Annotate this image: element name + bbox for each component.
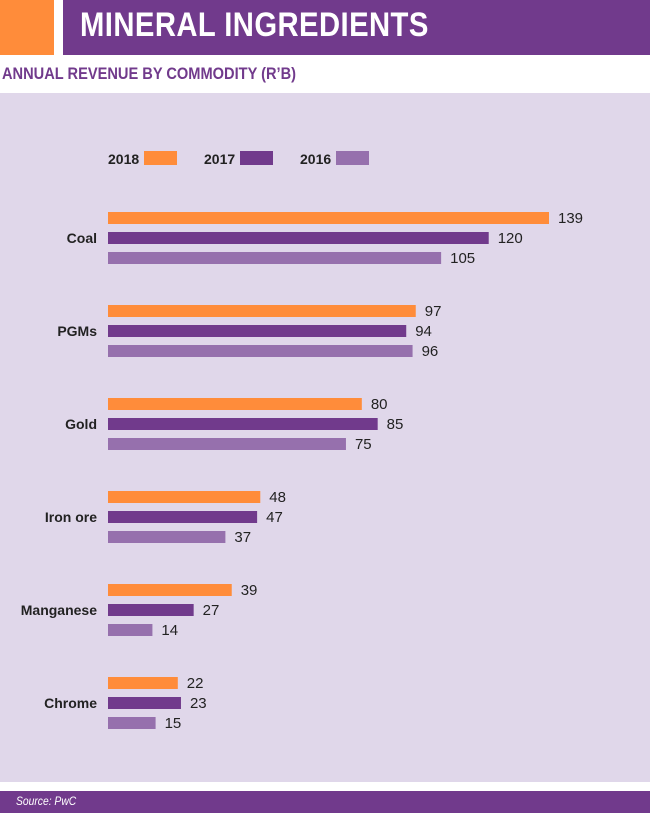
- bar-2017: [108, 418, 378, 430]
- bar-value-label: 97: [425, 303, 442, 320]
- bar-value-label: 14: [161, 622, 178, 639]
- legend-swatch-2016: [336, 151, 369, 165]
- bar-value-label: 139: [558, 210, 583, 227]
- bar-2018: [108, 584, 232, 596]
- bar-value-label: 22: [187, 675, 204, 692]
- legend-swatch-2018: [144, 151, 177, 165]
- bar-2018: [108, 212, 549, 224]
- bar-2016: [108, 531, 226, 543]
- chart-subtitle: ANNUAL REVENUE BY COMMODITY (R’B): [2, 64, 297, 83]
- legend-label-2018: 2018: [108, 151, 139, 167]
- bar-value-label: 15: [165, 715, 182, 732]
- bar-value-label: 94: [415, 323, 432, 340]
- category-label: PGMs: [57, 323, 97, 339]
- bar-value-label: 105: [450, 250, 475, 267]
- bar-2018: [108, 677, 178, 689]
- bar-2016: [108, 345, 413, 357]
- bar-value-label: 39: [241, 582, 258, 599]
- category-label: Gold: [65, 416, 97, 432]
- bar-value-label: 23: [190, 695, 207, 712]
- legend-swatch-2017: [240, 151, 273, 165]
- source-note: Source: PwC: [16, 794, 77, 808]
- bar-2018: [108, 305, 416, 317]
- bar-2018: [108, 491, 261, 503]
- category-label: Manganese: [21, 602, 97, 618]
- bar-value-label: 27: [203, 602, 220, 619]
- chart-panel: [0, 93, 650, 782]
- legend-label-2016: 2016: [300, 151, 331, 167]
- bar-value-label: 80: [371, 396, 388, 413]
- bar-value-label: 37: [234, 529, 251, 546]
- bar-2017: [108, 697, 181, 709]
- bar-value-label: 96: [422, 343, 439, 360]
- header-bar: [63, 0, 650, 55]
- bar-value-label: 48: [269, 489, 286, 506]
- category-label: Iron ore: [45, 509, 97, 525]
- bar-value-label: 75: [355, 436, 372, 453]
- bar-2016: [108, 252, 442, 264]
- page-title: MINERAL INGREDIENTS: [80, 6, 429, 44]
- bar-2016: [108, 438, 346, 450]
- bar-value-label: 120: [498, 230, 523, 247]
- bar-value-label: 47: [266, 509, 283, 526]
- bar-2018: [108, 398, 362, 410]
- bar-2017: [108, 511, 258, 523]
- legend-label-2017: 2017: [204, 151, 235, 167]
- footer-bar: [0, 791, 650, 813]
- header-orange-block: [0, 0, 54, 55]
- bar-2017: [108, 325, 407, 337]
- category-label: Coal: [67, 230, 97, 246]
- category-label: Chrome: [44, 695, 97, 711]
- bar-2016: [108, 624, 153, 636]
- bar-2017: [108, 604, 194, 616]
- bar-value-label: 85: [387, 416, 404, 433]
- bar-2016: [108, 717, 156, 729]
- bar-2017: [108, 232, 489, 244]
